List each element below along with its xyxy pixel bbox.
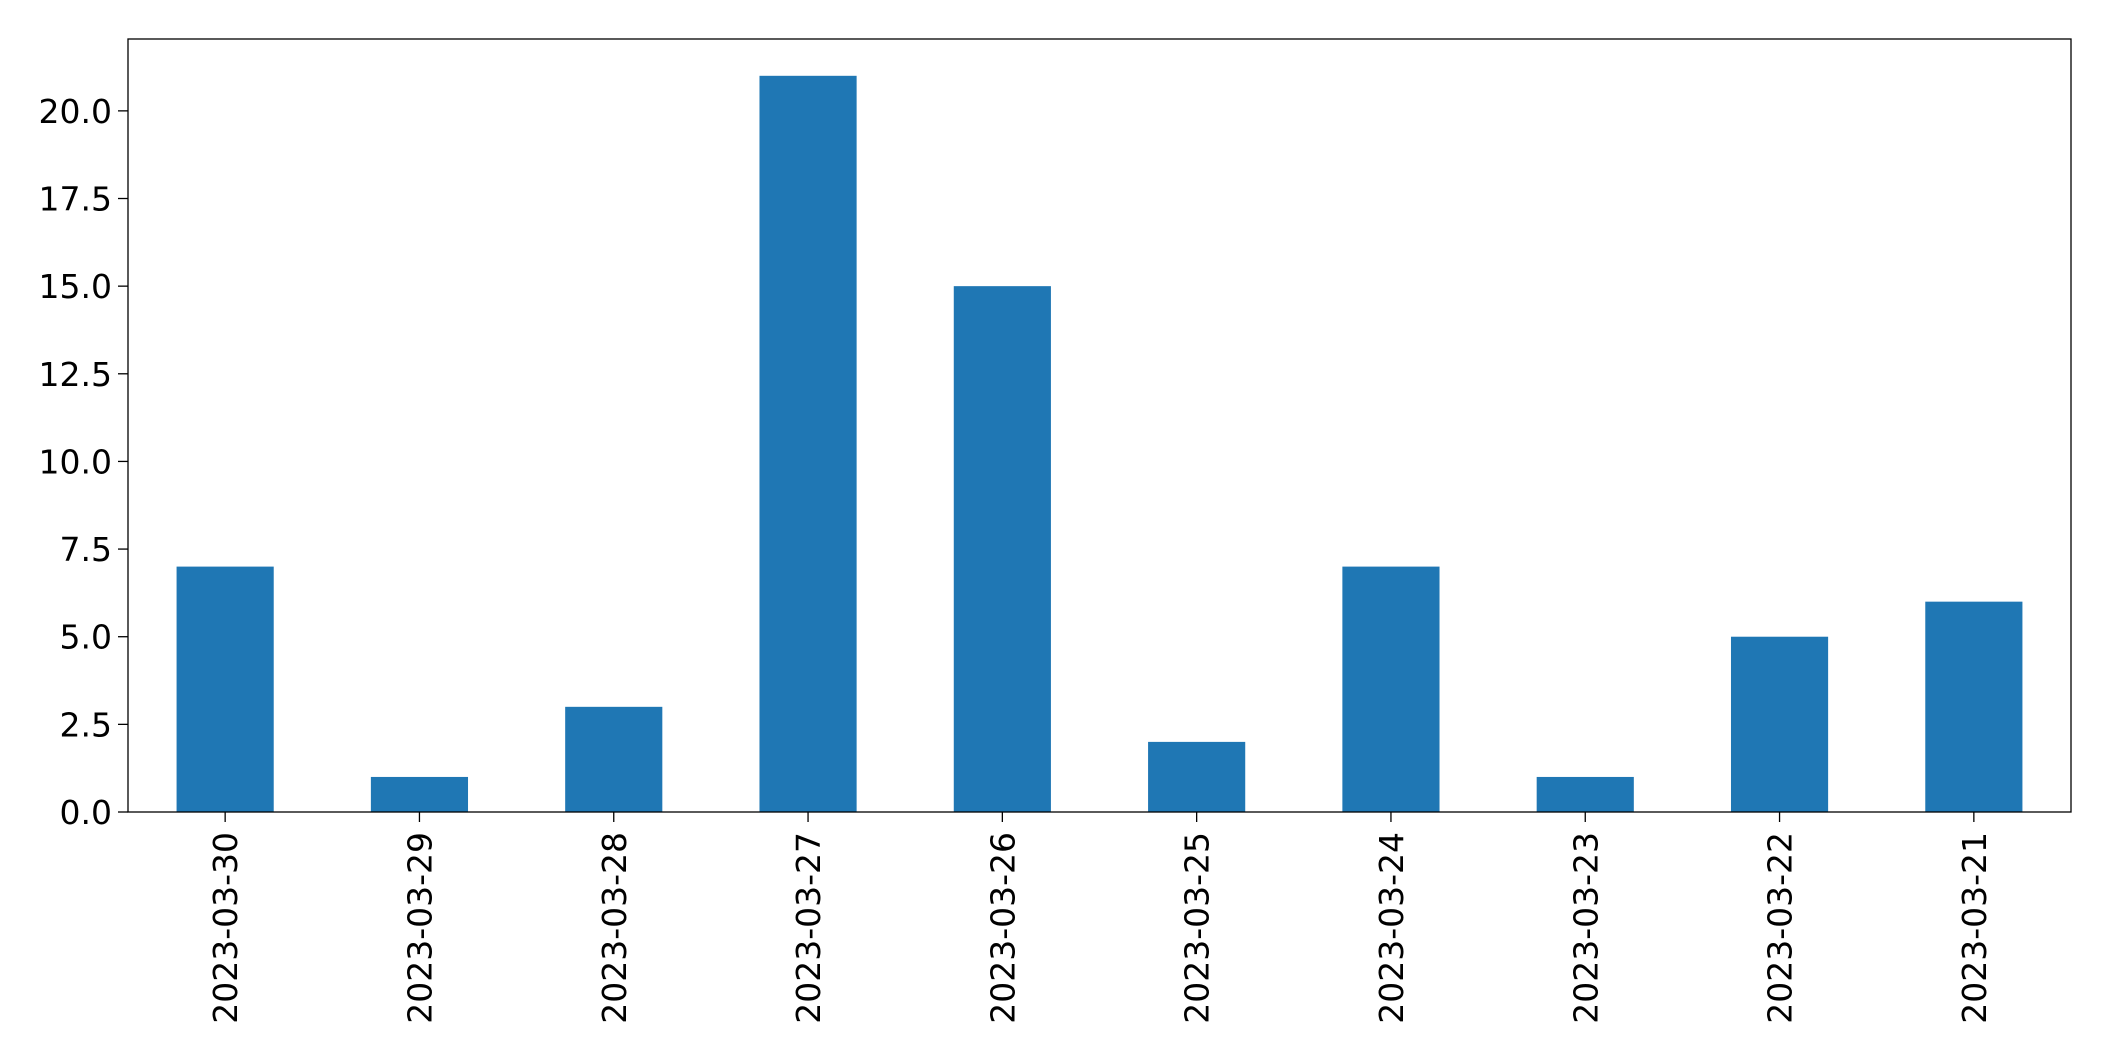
bar-2023-03-22 (1730, 636, 1829, 812)
y-axis: 0.0 2.5 5.0 7.5 10.0 12.5 15.0 17.5 20.0 (39, 92, 128, 832)
plot-frame (127, 38, 2072, 813)
x-tick-label: 2023-03-24 (1372, 832, 1411, 1024)
x-tick-label: 2023-03-23 (1566, 832, 1605, 1024)
bar-2023-03-28 (565, 706, 663, 812)
bar-2023-03-21 (1925, 601, 2023, 812)
y-tick-label: 7.5 (60, 530, 112, 569)
y-tick-label: 5.0 (60, 618, 112, 657)
bar-2023-03-30 (176, 566, 274, 812)
x-tick-label: 2023-03-27 (789, 832, 828, 1024)
bar-2023-03-25 (1148, 741, 1246, 812)
y-tick-label: 0.0 (60, 793, 112, 832)
x-tick-label: 2023-03-30 (206, 832, 245, 1024)
bar-2023-03-24 (1342, 566, 1440, 812)
x-tick-label: 2023-03-29 (400, 832, 439, 1024)
y-tick-label: 10.0 (39, 442, 112, 481)
x-tick-label: 2023-03-25 (1178, 832, 1217, 1024)
bar-2023-03-23 (1536, 776, 1634, 812)
x-tick-label: 2023-03-26 (983, 832, 1022, 1024)
y-tick-label: 2.5 (60, 705, 112, 744)
bar-2023-03-27 (759, 75, 857, 813)
bars-group (176, 75, 2023, 813)
x-tick-label: 2023-03-21 (1955, 832, 1994, 1024)
y-tick-label: 20.0 (39, 92, 112, 131)
x-axis: 2023-03-30 2023-03-29 2023-03-28 2023-03-27… (206, 812, 1994, 1024)
bar-2023-03-26 (953, 286, 1051, 812)
y-tick-label: 17.5 (39, 180, 112, 219)
x-tick-label: 2023-03-28 (595, 832, 634, 1024)
x-tick-label: 2023-03-22 (1761, 832, 1800, 1024)
y-tick-label: 12.5 (39, 355, 112, 394)
bar-2023-03-29 (370, 776, 469, 812)
y-tick-label: 15.0 (39, 267, 112, 306)
